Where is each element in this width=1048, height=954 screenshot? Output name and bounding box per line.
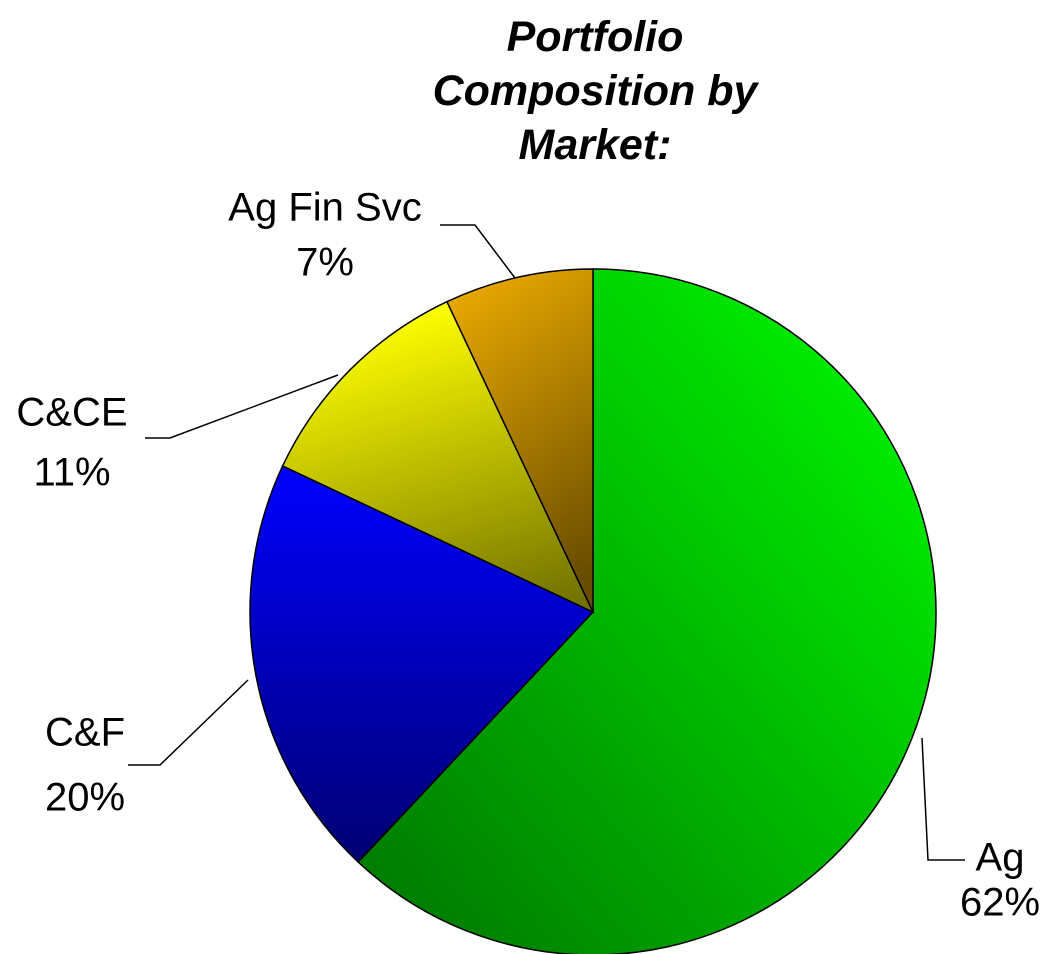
leader-line [440,224,516,279]
slice-label: Ag [976,836,1025,880]
leader-line [128,679,249,766]
pie-slice [249,464,595,864]
value-label: 20% [45,776,125,820]
value-label: 7% [296,241,354,285]
value-label: 62% [960,881,1040,925]
leader-line [921,737,965,861]
leader-line [145,374,339,439]
pie-slice [445,268,594,613]
slice-label: C&CE [16,391,127,435]
pie-slice [357,268,937,954]
chart-title: Portfolio Composition by Market: [432,13,758,169]
pie-slice [281,300,595,614]
slice-label: C&F [45,711,125,755]
slice-label: Ag Fin Svc [228,186,421,230]
value-label: 11% [33,451,110,495]
